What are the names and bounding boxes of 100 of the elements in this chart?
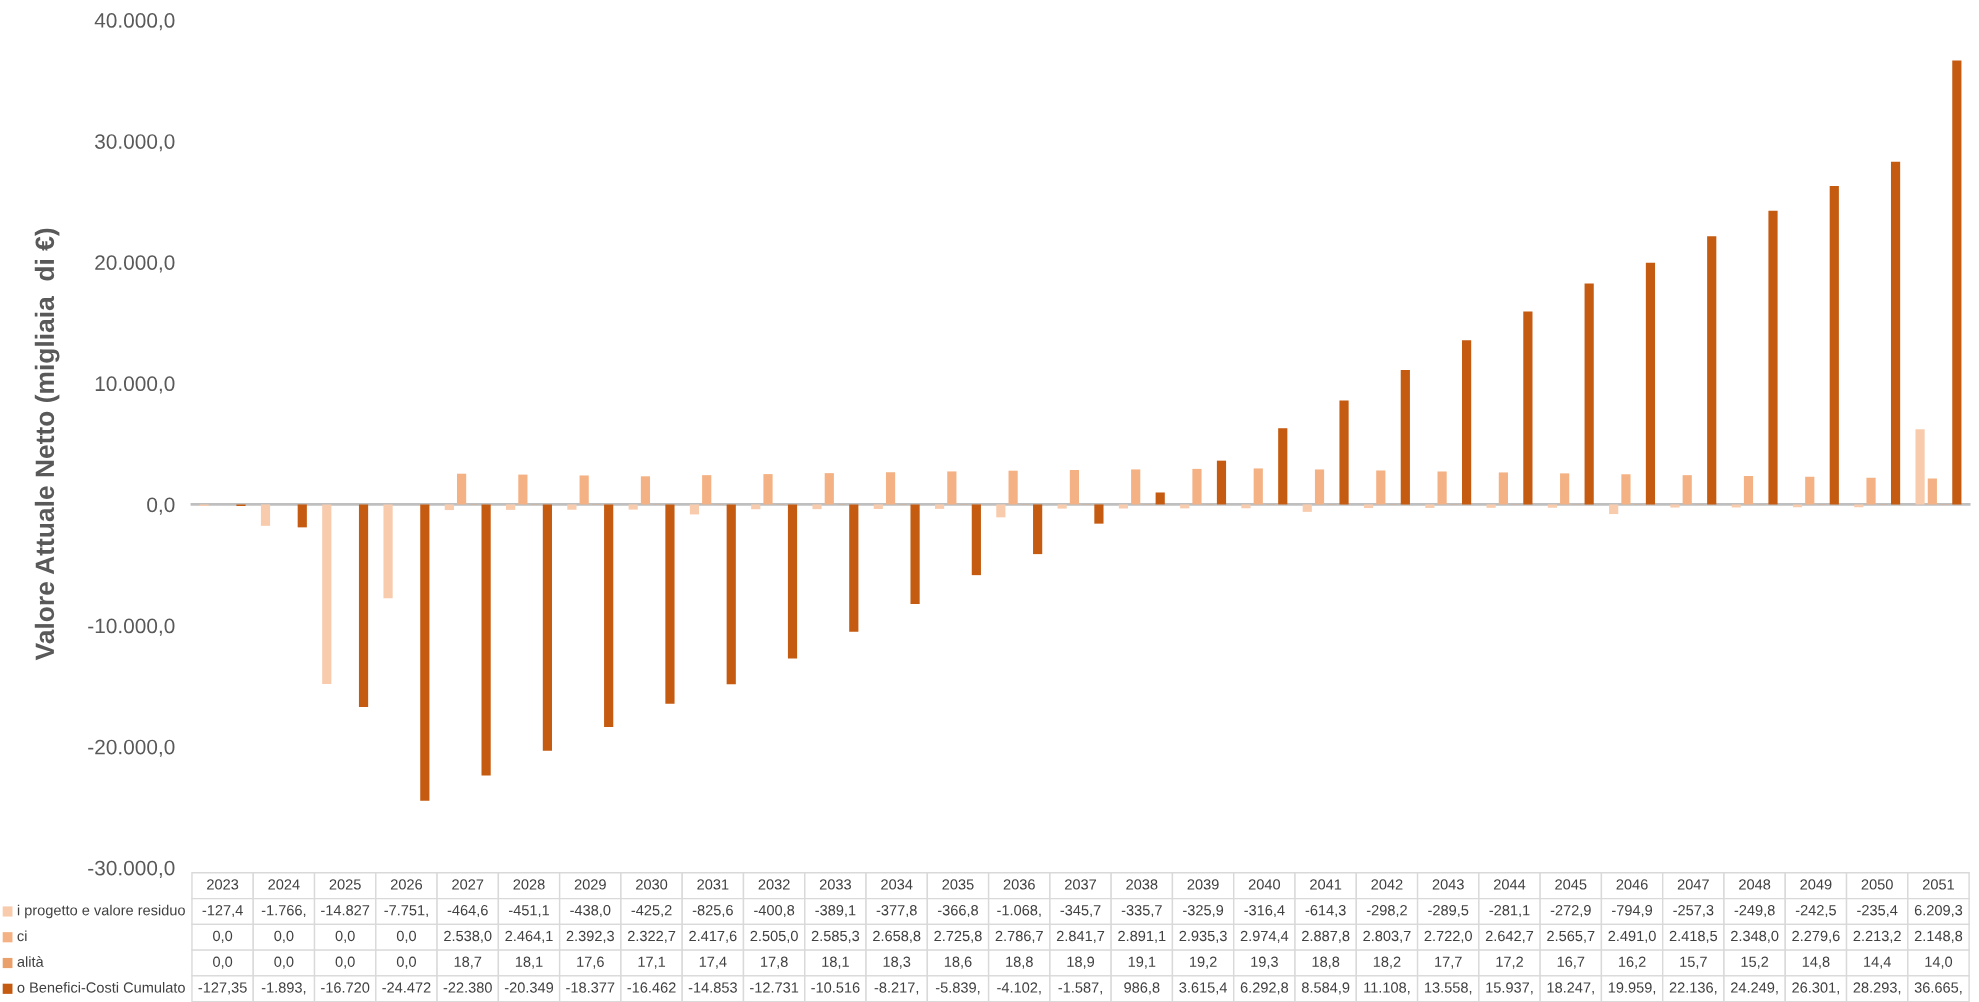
- bar: [1118, 504, 1129, 509]
- data-label: 13.558,: [1425, 982, 1472, 995]
- bar: [1302, 504, 1312, 512]
- x-tick-label: 2047: [1677, 879, 1709, 890]
- x-tick-label: 2045: [1555, 879, 1587, 890]
- data-label: 2.464,1: [505, 930, 553, 943]
- data-label: 986,8: [1124, 982, 1160, 995]
- x-tick-label: 2024: [268, 879, 300, 890]
- bar: [1339, 400, 1349, 505]
- data-label: 18.247,: [1547, 982, 1594, 995]
- data-label: 2.505,0: [750, 930, 798, 943]
- data-label: -1.893,: [261, 982, 306, 995]
- bar: [1645, 262, 1656, 505]
- x-tick-label: 2028: [513, 879, 545, 890]
- bar: [542, 504, 552, 751]
- data-label: 2.565,7: [1547, 930, 1595, 943]
- bar: [1192, 468, 1202, 505]
- bar: [1253, 468, 1263, 505]
- x-tick-label: 2040: [1248, 879, 1281, 890]
- data-label: 15,2: [1741, 956, 1769, 969]
- y-tick-label: -10.000,0: [88, 618, 175, 636]
- bar: [420, 504, 430, 801]
- bar: [481, 504, 491, 776]
- data-label: 18,8: [1312, 956, 1340, 969]
- data-label: 36.665,: [1914, 982, 1962, 995]
- data-label: 18,6: [944, 956, 972, 969]
- data-label: 3.615,4: [1179, 982, 1227, 995]
- x-tick-label: 2049: [1800, 879, 1832, 890]
- bar: [1008, 470, 1018, 505]
- data-label: 17,1: [638, 956, 666, 969]
- x-tick-label: 2026: [390, 879, 423, 890]
- data-label: 2.538,0: [444, 930, 492, 943]
- data-label: -16.720: [321, 982, 370, 993]
- bar: [1866, 477, 1876, 505]
- bar: [1057, 504, 1067, 509]
- data-label: 2.786,7: [995, 930, 1043, 943]
- data-label: 2.418,5: [1669, 930, 1718, 943]
- bar: [665, 504, 675, 704]
- data-label: -825,6: [692, 905, 733, 918]
- data-label: 17,2: [1496, 956, 1523, 969]
- bar: [1278, 428, 1288, 505]
- data-label: -12.731: [750, 982, 799, 993]
- data-label: 0,0: [274, 930, 294, 943]
- data-label: 2.585,3: [811, 930, 860, 943]
- data-label: 19.959,: [1608, 982, 1656, 995]
- bar: [1560, 473, 1570, 505]
- x-tick-label: 2050: [1861, 879, 1893, 890]
- bar: [1241, 504, 1251, 509]
- data-label: -400,8: [754, 905, 795, 918]
- data-label: 16,2: [1618, 956, 1646, 969]
- data-label: 16,7: [1557, 956, 1585, 969]
- y-tick-label: 40.000,0: [94, 13, 175, 31]
- bar: [971, 504, 981, 576]
- bar: [1805, 476, 1815, 505]
- x-tick-label: 2037: [1065, 879, 1097, 890]
- data-label: -464,6: [447, 905, 488, 918]
- x-tick-label: 2043: [1432, 879, 1464, 890]
- bar: [947, 471, 957, 505]
- bar: [702, 475, 712, 505]
- x-tick-label: 2048: [1739, 879, 1771, 890]
- data-label: -249,8: [1734, 905, 1775, 918]
- y-tick-label: 30.000,0: [95, 134, 175, 152]
- data-label: -377,8: [876, 905, 917, 918]
- data-label: 18,1: [822, 956, 849, 969]
- bar: [1707, 236, 1717, 505]
- x-tick-label: 2046: [1616, 879, 1648, 890]
- data-label: -14.827: [321, 905, 370, 916]
- bar: [297, 504, 307, 528]
- data-label: 26.301,: [1792, 982, 1839, 995]
- bar: [1792, 504, 1803, 508]
- bar: [1768, 210, 1778, 505]
- data-label: 2.887,8: [1302, 930, 1350, 943]
- y-axis-title: Valore Attuale Netto (migliaia di €): [34, 228, 60, 661]
- data-label: 19,1: [1128, 956, 1156, 969]
- data-label: 2.935,3: [1179, 930, 1227, 943]
- bar: [1363, 504, 1374, 509]
- bar: [934, 504, 945, 509]
- data-label: -18.377: [566, 982, 615, 993]
- data-label: -794,9: [1612, 905, 1653, 918]
- x-tick-label: 2023: [207, 879, 239, 890]
- data-label: 18,3: [883, 956, 911, 969]
- data-label: -10.516: [811, 982, 860, 993]
- data-label: 17,7: [1435, 956, 1462, 969]
- data-label: 24.249,: [1731, 982, 1778, 995]
- data-label: -438,0: [570, 905, 611, 918]
- data-label: 17,4: [699, 956, 727, 969]
- data-label: 0,0: [396, 956, 417, 969]
- x-tick-label: 2029: [574, 879, 606, 890]
- bar: [1425, 504, 1435, 508]
- y-tick-label: 0,0: [147, 497, 175, 515]
- data-label: 14,8: [1802, 956, 1830, 969]
- bar: [1682, 475, 1692, 505]
- bar: [1216, 460, 1227, 505]
- bar: [1486, 504, 1496, 508]
- bar: [812, 504, 822, 510]
- data-label: 18,7: [454, 956, 482, 969]
- bar: [640, 476, 651, 505]
- data-label: -316,4: [1244, 905, 1285, 918]
- data-label: 14,4: [1864, 956, 1891, 969]
- data-label: 15.937,: [1486, 982, 1533, 995]
